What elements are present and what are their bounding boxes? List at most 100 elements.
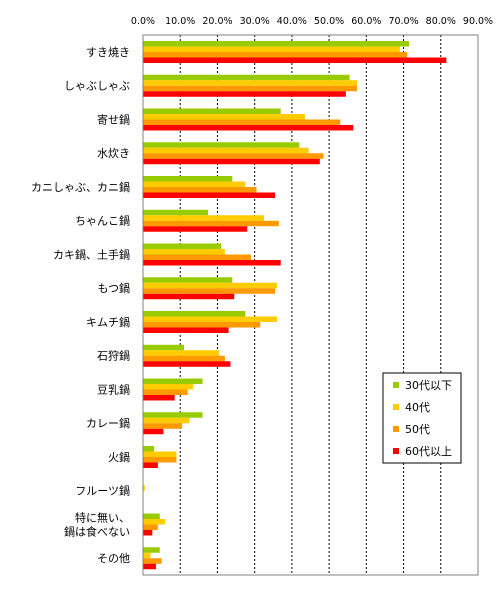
legend-label: 30代以下 (405, 379, 452, 392)
category-label: カレー鍋 (86, 416, 130, 430)
bar (143, 412, 203, 418)
bar (143, 344, 184, 351)
bar (143, 176, 233, 182)
bar (143, 423, 183, 429)
category-label: カニしゃぶ、カニ鍋 (31, 180, 130, 194)
legend-label: 40代 (405, 401, 430, 414)
bar (143, 181, 246, 187)
x-tick-label: 50.0% (314, 16, 344, 27)
x-tick-label: 20.0% (202, 16, 232, 27)
bar (143, 220, 279, 227)
bar (143, 462, 158, 468)
bar (143, 226, 248, 232)
bar (143, 85, 358, 92)
bar (143, 322, 261, 328)
bar (143, 350, 220, 356)
legend-swatch (393, 382, 399, 388)
legend-label: 60代以上 (405, 445, 452, 458)
legend-label: 50代 (405, 423, 430, 436)
plot-area-border (142, 34, 479, 576)
bar (143, 485, 145, 491)
bar (143, 395, 175, 401)
bar (143, 327, 229, 333)
bar (143, 277, 233, 283)
bar (143, 108, 281, 114)
category-label: フルーツ鍋 (75, 484, 130, 498)
bar (143, 547, 160, 553)
legend: 30代以下 40代 50代 60代以上 (382, 372, 462, 464)
bar (143, 119, 341, 125)
category-label: 特に無い、 (75, 510, 130, 524)
category-label: カキ鍋、土手鍋 (53, 247, 130, 261)
bar (143, 249, 225, 255)
x-tick-label: 0.0% (131, 16, 155, 27)
bar (143, 158, 320, 165)
bar (143, 153, 324, 159)
bar (143, 457, 177, 463)
bar (143, 519, 166, 525)
x-tick-labels: 0.0% 10.0% 20.0% 30.0% 40.0% 50.0% 60.0% 70.0% 8… (131, 16, 493, 27)
category-labels: すき焼きしゃぶしゃぶ寄せ鍋水炊きカニしゃぶ、カニ鍋ちゃんこ鍋カキ鍋、土手鍋もつ鍋… (31, 46, 130, 565)
bar (143, 187, 257, 193)
bar (143, 192, 276, 198)
x-tick-label: 40.0% (277, 16, 307, 27)
bar (143, 288, 276, 294)
bar (143, 524, 158, 530)
bar (143, 52, 408, 58)
category-label: 石狩鍋 (97, 349, 130, 363)
bar (143, 530, 153, 536)
bar (143, 311, 246, 317)
bar (143, 254, 251, 260)
bar (143, 74, 350, 81)
bar (143, 91, 346, 97)
category-label: 火鍋 (108, 450, 130, 464)
bar (143, 260, 281, 266)
bar (143, 428, 164, 435)
bar (143, 46, 400, 52)
bar (143, 142, 300, 148)
bar (143, 80, 358, 86)
category-label: 水炊き (97, 147, 130, 160)
category-label: 寄せ鍋 (97, 112, 130, 126)
category-label: もつ鍋 (97, 281, 130, 295)
bar (143, 293, 235, 300)
bar (143, 355, 225, 362)
bar (143, 316, 277, 322)
bar (143, 282, 277, 289)
category-label: キムチ鍋 (86, 315, 130, 329)
bar (143, 552, 151, 559)
bar (143, 513, 160, 519)
x-tick-label: 60.0% (351, 16, 381, 27)
x-tick-label: 80.0% (426, 16, 456, 27)
legend-swatch (393, 426, 399, 432)
bar (143, 417, 190, 424)
category-label: その他 (97, 552, 130, 565)
bar (143, 451, 177, 457)
bar (143, 114, 305, 120)
bar (143, 209, 209, 216)
bars (143, 41, 447, 570)
bar (143, 125, 354, 131)
category-label: 豆乳鍋 (97, 382, 130, 396)
bar (143, 378, 203, 384)
x-tick-label: 90.0% (463, 16, 493, 27)
category-label: ちゃんこ鍋 (75, 214, 130, 228)
legend-swatch (393, 404, 399, 410)
bar (143, 384, 194, 390)
category-label: すき焼き (86, 46, 130, 59)
legend-swatch (393, 448, 399, 454)
x-tick-label: 70.0% (388, 16, 418, 27)
bar (143, 215, 264, 221)
category-label: 鍋は食べない (64, 524, 130, 538)
bar (143, 147, 309, 154)
bar (143, 57, 447, 63)
x-tick-label: 30.0% (240, 16, 270, 27)
bar (143, 41, 410, 47)
bar (143, 243, 222, 249)
category-label: しゃぶしゃぶ (64, 80, 130, 93)
bar (143, 446, 155, 452)
bar (143, 389, 188, 395)
bar (143, 558, 162, 564)
bar (143, 361, 231, 367)
